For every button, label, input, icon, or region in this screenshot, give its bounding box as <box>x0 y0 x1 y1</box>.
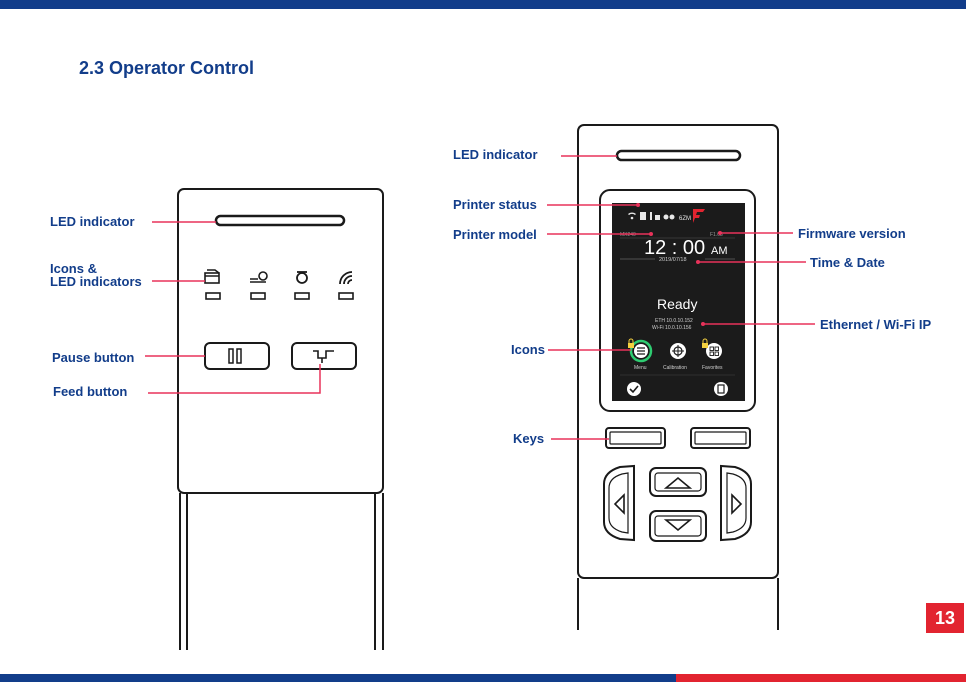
label-feed-button: Feed button <box>53 384 128 399</box>
screen-eth-ip: ETH 10.0.10.152 <box>655 318 693 324</box>
feed-button-drawing <box>291 342 357 370</box>
paper-icon <box>204 269 220 284</box>
top-banner-bar <box>0 0 966 9</box>
bottom-bar-red <box>676 674 966 682</box>
screen-firmware-text: F1.03 <box>710 232 723 238</box>
check-icon <box>627 382 641 396</box>
favorites-icon <box>706 343 722 359</box>
label-led-indicator-left: LED indicator <box>50 214 135 229</box>
lock-icon <box>702 338 708 348</box>
brand-logo-icon <box>693 209 705 223</box>
screen-status-text: 6ZM <box>679 216 691 222</box>
screen-time: 12 : 00 <box>644 237 705 259</box>
label-led-indicator-right: LED indicator <box>453 147 538 162</box>
label-time-date: Time & Date <box>810 255 885 270</box>
menu-icon <box>629 339 653 363</box>
wifi-icon <box>339 271 353 285</box>
bottom-bar-blue <box>0 674 676 682</box>
page-number-badge: 13 <box>926 603 964 633</box>
label-keys: Keys <box>513 431 545 446</box>
cutter-icon <box>296 271 308 284</box>
label-icons: Icons <box>511 342 545 357</box>
label-firmware-version: Firmware version <box>798 226 906 241</box>
label-printer-model: Printer model <box>453 227 537 242</box>
left-led-indicators <box>205 292 354 300</box>
left-printer-panel <box>177 188 384 650</box>
calibration-icon <box>670 343 686 359</box>
lcd-screen <box>612 203 745 401</box>
label-led-indicators: LED indicators <box>50 274 142 289</box>
right-callout-lines <box>547 155 815 440</box>
label-icons-amp: Icons & <box>50 261 97 276</box>
screen-menu-label: Menu <box>634 365 647 371</box>
pause-button-drawing <box>204 342 270 370</box>
soft-keys <box>605 427 751 449</box>
screen-wifi-ip: Wi-Fi 10.0.10.156 <box>652 325 692 331</box>
section-title: 2.3 Operator Control <box>79 58 255 78</box>
screen-ready: Ready <box>657 296 697 312</box>
screen-model-text: MX240 <box>620 232 636 238</box>
screen-calibration-label: Calibration <box>663 365 687 371</box>
screen-status-icons <box>628 212 675 220</box>
left-arrow-key <box>603 464 635 542</box>
label-printer-status: Printer status <box>453 197 537 212</box>
left-led-bar <box>214 214 346 227</box>
lock-icon <box>628 338 634 348</box>
callout-dots <box>636 203 722 326</box>
screen-ampm: AM <box>711 245 728 257</box>
right-led-bar <box>615 149 742 162</box>
up-arrow-key <box>649 467 707 497</box>
screen-favorites-label: Favorites <box>702 365 723 371</box>
screen-date: 2019/07/18 <box>659 257 687 263</box>
label-ethernet-wifi-ip: Ethernet / Wi-Fi IP <box>820 317 932 332</box>
right-arrow-key <box>720 464 752 542</box>
down-arrow-key <box>649 510 707 542</box>
left-callout-lines <box>145 221 321 394</box>
back-icon <box>714 382 728 396</box>
label-pause-button: Pause button <box>52 350 135 365</box>
ribbon-icon <box>250 271 268 283</box>
